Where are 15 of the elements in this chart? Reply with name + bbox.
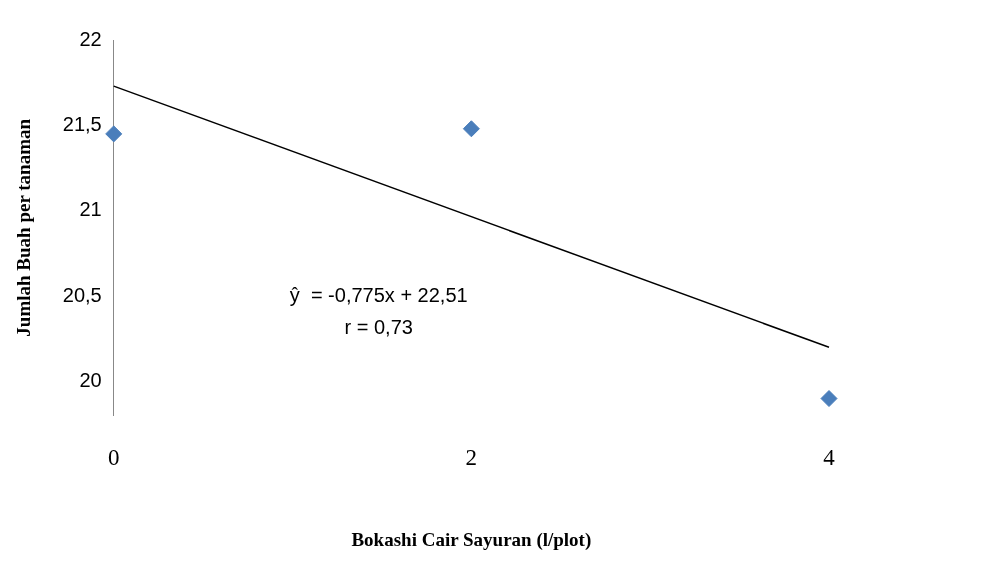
annotation: r = 0,73: [344, 315, 413, 338]
y-tick-label: 21,5: [62, 112, 102, 135]
x-tick-label: 4: [823, 445, 836, 471]
point: [105, 125, 123, 143]
x-tick-label: 2: [465, 445, 478, 471]
y-tick-label: 20: [79, 368, 102, 391]
y-tick-label: 20,5: [62, 283, 102, 306]
x-axis-title: Bokashi Cair Sayuran (l/plot): [351, 528, 592, 551]
annotation: ŷ = -0,775x + 22,51: [289, 283, 468, 306]
y-axis-title: Jumlah Buah per tanaman: [13, 118, 35, 337]
point: [820, 390, 838, 408]
point: [462, 120, 480, 138]
y-tick-label: 21: [79, 198, 102, 221]
y-tick-label: 22: [79, 27, 102, 50]
x-tick-label: 0: [107, 445, 120, 471]
